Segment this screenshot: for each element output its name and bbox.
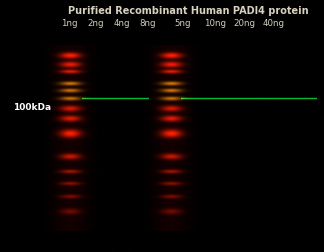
- Text: 5ng: 5ng: [175, 19, 191, 28]
- Text: 2ng: 2ng: [87, 19, 104, 28]
- Text: 10ng: 10ng: [204, 19, 226, 28]
- Text: 4ng: 4ng: [113, 19, 130, 28]
- Text: 8ng: 8ng: [139, 19, 156, 28]
- Text: 100kDa: 100kDa: [13, 103, 51, 112]
- Text: 40ng: 40ng: [263, 19, 285, 28]
- Text: Purified Recombinant Human PADI4 protein: Purified Recombinant Human PADI4 protein: [68, 6, 308, 16]
- Text: 20ng: 20ng: [234, 19, 256, 28]
- Text: 1ng: 1ng: [62, 19, 78, 28]
